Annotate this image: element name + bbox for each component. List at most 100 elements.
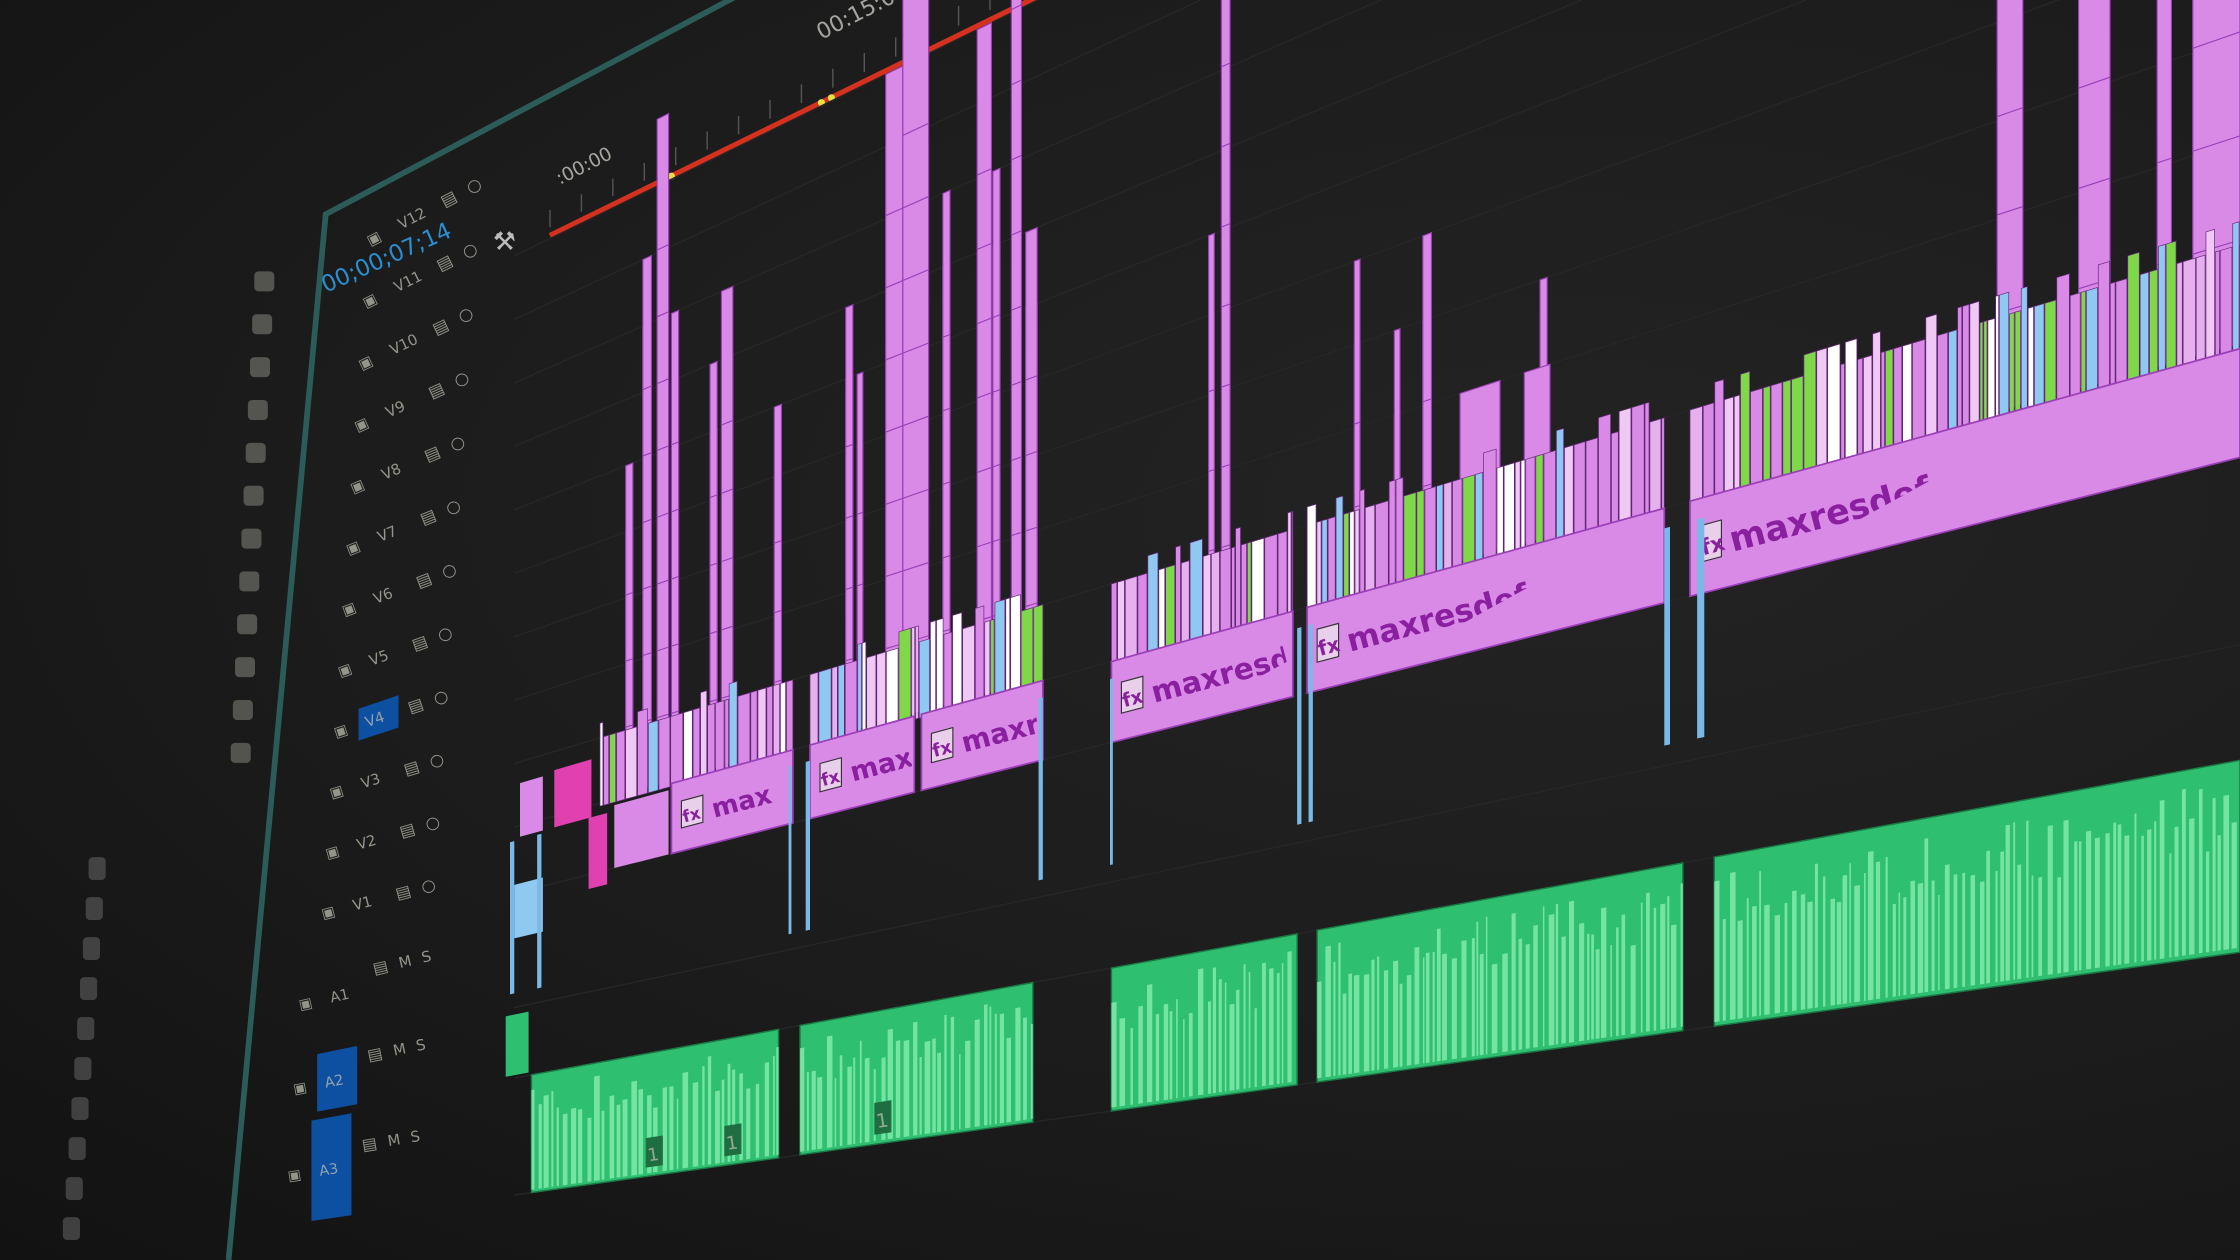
video-clip[interactable]	[715, 700, 725, 775]
eye-icon[interactable]: ○	[423, 812, 442, 834]
video-clip[interactable]	[1124, 575, 1138, 662]
video-clip[interactable]	[1957, 306, 1963, 432]
video-clip[interactable]	[1880, 351, 1885, 453]
video-clip[interactable]	[976, 21, 992, 176]
video-clip-labeled[interactable]	[920, 679, 1044, 792]
video-clip[interactable]	[1306, 503, 1317, 612]
track-label-v1[interactable]: V1	[351, 893, 374, 914]
video-clip[interactable]	[1388, 479, 1396, 589]
video-clip[interactable]	[1520, 459, 1526, 553]
video-clip[interactable]	[2044, 299, 2057, 408]
thin-clip[interactable]	[1697, 517, 1705, 739]
video-clip[interactable]	[1211, 551, 1220, 638]
video-clip[interactable]	[1885, 348, 1894, 452]
video-clip[interactable]	[1857, 357, 1863, 460]
video-clip[interactable]	[1514, 460, 1521, 554]
video-clip[interactable]	[936, 617, 944, 714]
toggle-output-icon[interactable]: ▤	[409, 631, 430, 654]
video-clip[interactable]	[514, 877, 543, 939]
video-clip[interactable]	[1803, 350, 1817, 475]
sync-icon[interactable]: ▤	[371, 956, 390, 978]
track-label-v3[interactable]: V3	[359, 770, 382, 792]
track-label-v8[interactable]: V8	[379, 460, 404, 483]
video-clip[interactable]	[1436, 483, 1444, 576]
video-clip[interactable]	[1231, 546, 1236, 633]
lock-icon[interactable]: ▣	[287, 1167, 303, 1185]
lock-icon[interactable]: ▣	[328, 783, 346, 802]
eye-icon[interactable]: ○	[451, 367, 472, 390]
tool-icon[interactable]	[250, 357, 270, 378]
track-label-a3[interactable]: A3	[318, 1161, 339, 1180]
video-clip[interactable]	[1750, 387, 1763, 489]
video-clip[interactable]	[1240, 542, 1247, 630]
video-clip[interactable]	[2195, 254, 2206, 366]
video-clip[interactable]	[1661, 417, 1665, 514]
video-clip[interactable]	[554, 759, 592, 828]
lock-icon[interactable]: ▣	[336, 661, 354, 681]
panel-icon[interactable]	[77, 1017, 95, 1040]
video-clip[interactable]	[709, 360, 718, 499]
video-clip[interactable]	[2232, 221, 2240, 356]
video-clip[interactable]	[520, 776, 543, 837]
audio-clip[interactable]	[1713, 759, 2240, 1028]
track-target-v4[interactable]	[358, 695, 399, 741]
video-clip[interactable]	[700, 690, 708, 779]
video-clip[interactable]	[962, 624, 975, 707]
video-clip[interactable]	[1840, 363, 1845, 465]
video-clip[interactable]	[642, 254, 652, 391]
video-clip[interactable]	[1189, 538, 1203, 644]
eye-icon[interactable]: ○	[439, 559, 459, 582]
video-clip[interactable]	[1644, 401, 1650, 519]
video-clip[interactable]	[2127, 251, 2140, 385]
lock-icon[interactable]: ▣	[292, 1080, 308, 1098]
lock-icon[interactable]: ▣	[348, 476, 367, 497]
video-clip[interactable]	[915, 625, 919, 720]
video-clip[interactable]	[2165, 240, 2177, 375]
video-clip[interactable]	[876, 651, 886, 731]
eye-icon[interactable]: ○	[447, 431, 468, 454]
video-clip[interactable]	[1872, 331, 1881, 456]
video-clip[interactable]	[1316, 520, 1322, 609]
video-clip[interactable]	[773, 683, 780, 759]
video-clip[interactable]	[1598, 413, 1611, 531]
eye-icon[interactable]: ○	[431, 686, 451, 709]
video-clip[interactable]	[943, 631, 953, 712]
video-clip[interactable]	[1452, 478, 1463, 572]
video-clip[interactable]	[2176, 261, 2183, 372]
video-clip[interactable]	[1327, 516, 1336, 606]
video-clip[interactable]	[1983, 320, 1988, 425]
video-clip[interactable]	[930, 620, 937, 716]
fx-icon[interactable]: fx	[680, 804, 702, 827]
video-clip[interactable]	[1585, 437, 1599, 535]
video-clip[interactable]	[2219, 246, 2233, 360]
video-clip[interactable]	[707, 702, 716, 777]
video-clip[interactable]	[1969, 300, 1980, 429]
video-clip[interactable]	[1902, 342, 1912, 447]
video-clip[interactable]	[1543, 449, 1556, 546]
thin-clip[interactable]	[1297, 627, 1302, 825]
video-clip[interactable]	[1503, 462, 1515, 557]
video-clip[interactable]	[831, 665, 838, 743]
video-clip[interactable]	[1462, 474, 1475, 569]
video-clip[interactable]	[599, 721, 604, 807]
panel-icon[interactable]	[80, 977, 98, 1000]
toggle-output-icon[interactable]: ▤	[397, 819, 417, 841]
video-clip[interactable]	[1827, 343, 1841, 468]
video-clip[interactable]	[2109, 281, 2116, 390]
toggle-output-icon[interactable]: ▤	[429, 315, 451, 339]
toggle-output-icon[interactable]: ▤	[413, 568, 434, 591]
panel-icon[interactable]	[85, 897, 103, 920]
video-clip[interactable]	[656, 112, 670, 251]
video-clip[interactable]	[1782, 379, 1792, 481]
video-clip[interactable]	[1948, 329, 1958, 435]
lock-icon[interactable]: ▣	[297, 995, 314, 1014]
video-clip[interactable]	[1925, 313, 1938, 441]
lock-icon[interactable]: ▣	[352, 414, 372, 435]
video-clip[interactable]	[1321, 518, 1328, 608]
thin-clip[interactable]	[1110, 678, 1113, 866]
video-clip[interactable]	[2192, 0, 2240, 50]
video-clip[interactable]	[2027, 306, 2034, 413]
video-clip[interactable]	[1277, 530, 1288, 620]
panel-icon[interactable]	[65, 1177, 83, 1200]
fx-badge[interactable]	[680, 794, 704, 829]
